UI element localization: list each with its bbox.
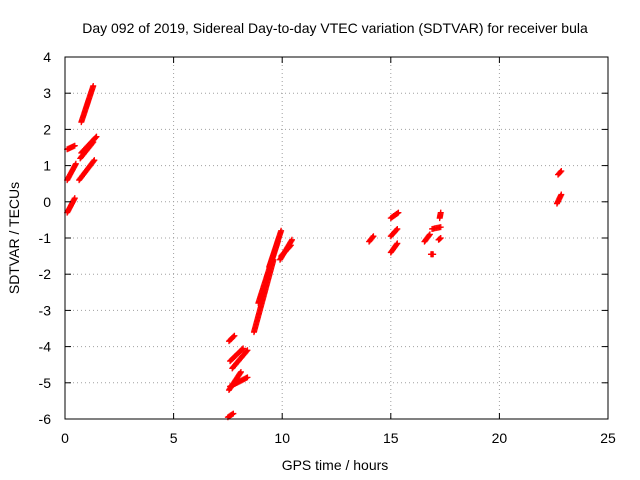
data-point bbox=[91, 157, 98, 164]
data-point bbox=[437, 235, 444, 241]
data-point bbox=[239, 346, 246, 353]
data-point bbox=[394, 240, 401, 247]
data-point bbox=[558, 191, 565, 198]
data-point bbox=[370, 233, 377, 240]
grid-lines bbox=[65, 57, 608, 419]
data-point bbox=[92, 134, 99, 141]
data-point bbox=[230, 410, 237, 417]
data-point bbox=[237, 368, 244, 375]
data-point bbox=[244, 347, 251, 354]
data-point bbox=[393, 226, 400, 233]
data-point bbox=[287, 243, 294, 250]
data-point bbox=[243, 348, 250, 355]
data-points bbox=[64, 82, 565, 421]
data-point bbox=[394, 225, 401, 232]
data-point bbox=[426, 232, 433, 239]
data-point bbox=[393, 241, 400, 248]
data-point bbox=[237, 369, 244, 376]
x-tick-label: 15 bbox=[383, 430, 399, 446]
data-point bbox=[230, 333, 237, 340]
data-point bbox=[240, 345, 247, 352]
data-point bbox=[437, 224, 444, 231]
y-tick-label: 3 bbox=[43, 85, 51, 101]
data-point bbox=[229, 411, 236, 418]
y-tick-label: -3 bbox=[39, 302, 52, 318]
y-tick-label: -2 bbox=[39, 266, 52, 282]
data-point bbox=[231, 332, 238, 339]
x-tick-label: 25 bbox=[600, 430, 616, 446]
chart-title: Day 092 of 2019, Sidereal Day-to-day VTE… bbox=[82, 20, 588, 36]
data-point bbox=[369, 234, 376, 241]
data-point bbox=[93, 133, 100, 140]
y-tick-label: -6 bbox=[39, 411, 52, 427]
data-point bbox=[287, 242, 294, 249]
data-point bbox=[90, 158, 97, 165]
y-tick-label: 4 bbox=[43, 49, 51, 65]
data-point bbox=[71, 142, 78, 149]
data-point bbox=[244, 374, 251, 381]
data-point bbox=[72, 160, 79, 167]
y-tick-label: -1 bbox=[39, 230, 52, 246]
y-tick-label: 0 bbox=[43, 194, 51, 210]
x-tick-label: 5 bbox=[170, 430, 178, 446]
x-tick-label: 20 bbox=[492, 430, 508, 446]
data-point bbox=[394, 210, 401, 217]
data-point bbox=[71, 195, 78, 202]
data-point bbox=[558, 168, 565, 175]
data-point bbox=[278, 227, 285, 234]
y-tick-label: -5 bbox=[39, 375, 52, 391]
data-point bbox=[426, 231, 433, 238]
x-tick-label: 10 bbox=[274, 430, 290, 446]
data-point bbox=[557, 168, 564, 175]
y-tick-label: 2 bbox=[43, 121, 51, 137]
x-axis-label: GPS time / hours bbox=[282, 457, 389, 473]
y-tick-label: 1 bbox=[43, 158, 51, 174]
x-tick-label: 0 bbox=[61, 430, 69, 446]
data-point bbox=[437, 209, 444, 216]
data-point bbox=[288, 236, 295, 243]
data-point bbox=[430, 251, 437, 258]
y-tick-label: -4 bbox=[39, 339, 52, 355]
data-point bbox=[395, 209, 402, 216]
y-axis-label: SDTVAR / TECUs bbox=[6, 182, 22, 294]
data-point bbox=[90, 82, 97, 89]
axis-ticks: 0 5 10 15 20 25 -6 -5 -4 -3 -2 -1 0 1 2 3 4 bbox=[39, 49, 616, 446]
